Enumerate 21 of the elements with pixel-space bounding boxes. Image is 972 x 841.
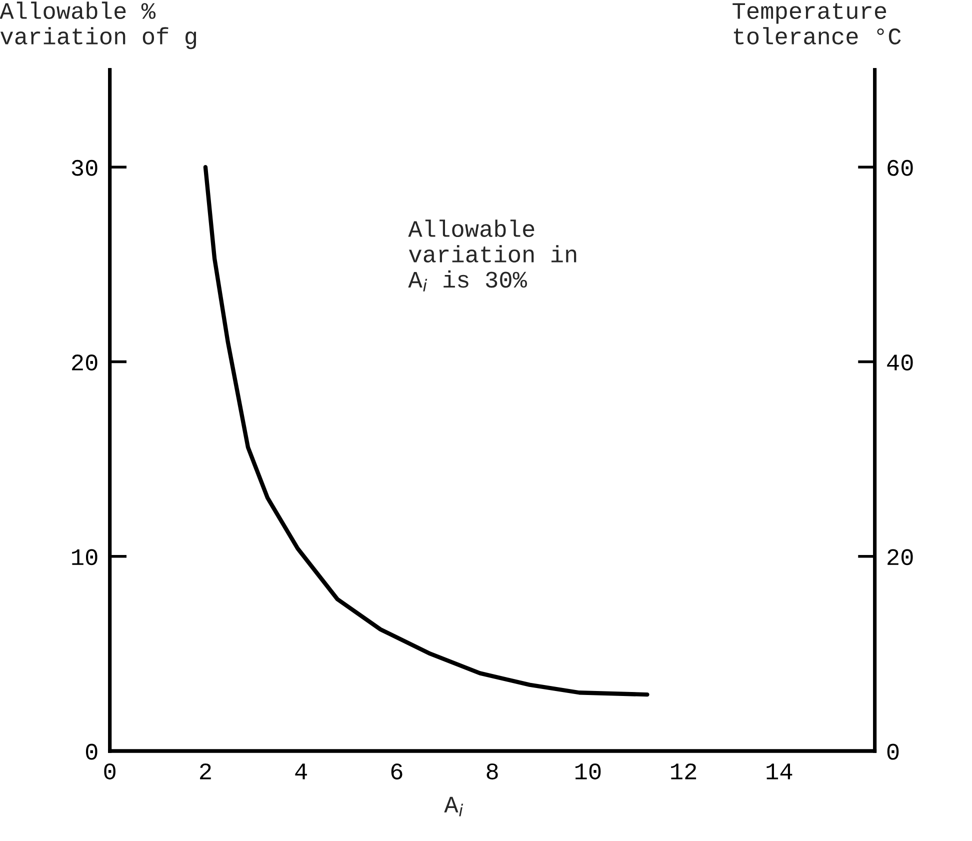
x-tick-label: 6 (391, 763, 402, 780)
y-tick-label: 20 (72, 354, 98, 371)
y2-tick-label: 60 (888, 160, 913, 176)
y-axis-title: Allowable % variation of g (0, 2, 196, 50)
y-tick-label: 0 (86, 744, 98, 760)
x-tick-label: 14 (766, 764, 792, 780)
y2-axis-title: Temperature tolerance °C (732, 3, 901, 44)
y2-tick-label: 40 (887, 354, 913, 371)
x-tick-label: 10 (575, 763, 601, 780)
x-tick-label: 8 (486, 763, 498, 780)
y-tick-label: 10 (72, 549, 98, 566)
y2-tick-label: 0 (887, 744, 899, 760)
x-tick-label: 4 (295, 764, 307, 780)
y-tick-label: 30 (72, 160, 98, 176)
annotation: Allowable variation in A$_{i}$ is 30% (408, 220, 576, 292)
x-tick-label: 12 (671, 763, 696, 780)
x-tick-label: 2 (200, 763, 211, 780)
x-tick-label: 0 (104, 763, 116, 780)
x-axis-title: A$_{i}$ (444, 796, 464, 816)
line-series (203, 165, 650, 697)
y2-tick-label: 20 (888, 549, 913, 566)
